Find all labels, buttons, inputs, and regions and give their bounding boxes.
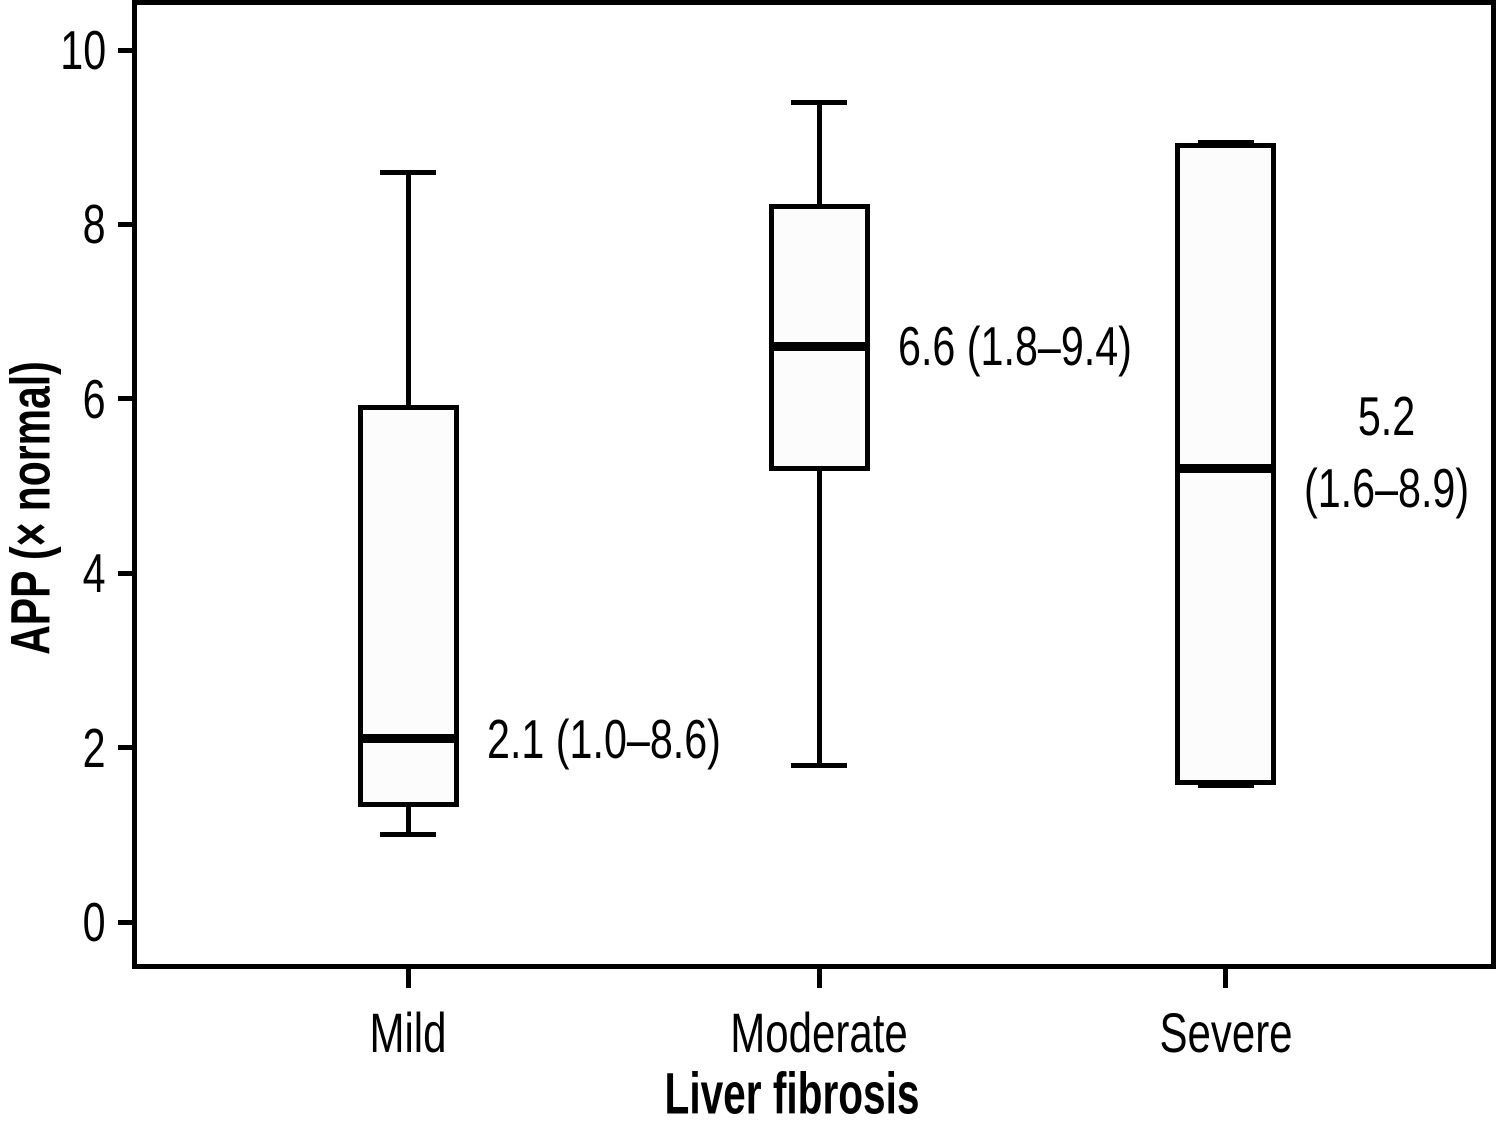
lower-whisker [816,468,822,766]
x-tick-mark [405,964,411,988]
annotation-line: 6.6 (1.8–9.4) [897,315,1132,378]
x-tick-mark [816,964,822,988]
y-axis-title: APP (× normal) [0,361,62,655]
iqr-box [357,405,459,807]
x-category-label: Severe [1158,1001,1293,1064]
median-line [1175,464,1276,474]
plot-area-frame [132,0,1496,969]
y-tick-mark [118,396,135,402]
y-tick-mark [118,570,135,576]
annotation-line: 5.2 [1357,384,1416,447]
x-tick-mark [1223,964,1228,988]
iqr-box [768,204,870,472]
median-annotation: 2.1 (1.0–8.6) [487,703,721,775]
lower-whisker-cap [380,832,436,838]
upper-whisker-cap [1197,140,1254,146]
y-tick-mark [118,745,135,751]
x-category-label: Mild [369,1001,447,1064]
median-line [357,734,459,744]
annotation-line: 2.1 (1.0–8.6) [486,707,721,770]
y-tick-label: 0 [83,891,106,953]
upper-whisker [816,102,822,207]
x-category-label: Moderate [730,1001,908,1064]
median-annotation: 6.6 (1.8–9.4) [898,310,1132,382]
y-tick-mark [118,47,135,53]
y-tick-label: 8 [83,193,106,256]
y-tick-label: 2 [83,716,106,779]
upper-whisker [405,172,411,408]
upper-whisker-cap [380,169,436,175]
y-tick-label: 4 [83,542,106,605]
median-annotation: 5.2 (1.6–8.9) [1304,380,1469,524]
y-tick-label: 10 [60,19,106,81]
lower-whisker-cap [791,762,847,768]
lower-whisker [405,804,411,835]
x-axis-title: Liver fibrosis [664,1061,920,1127]
y-tick-mark [118,919,135,925]
upper-whisker-cap [791,99,847,105]
median-line [768,341,870,351]
lower-whisker-cap [1197,782,1254,788]
annotation-line: (1.6–8.9) [1304,456,1470,519]
y-tick-label: 6 [83,367,106,430]
y-tick-mark [118,221,135,227]
